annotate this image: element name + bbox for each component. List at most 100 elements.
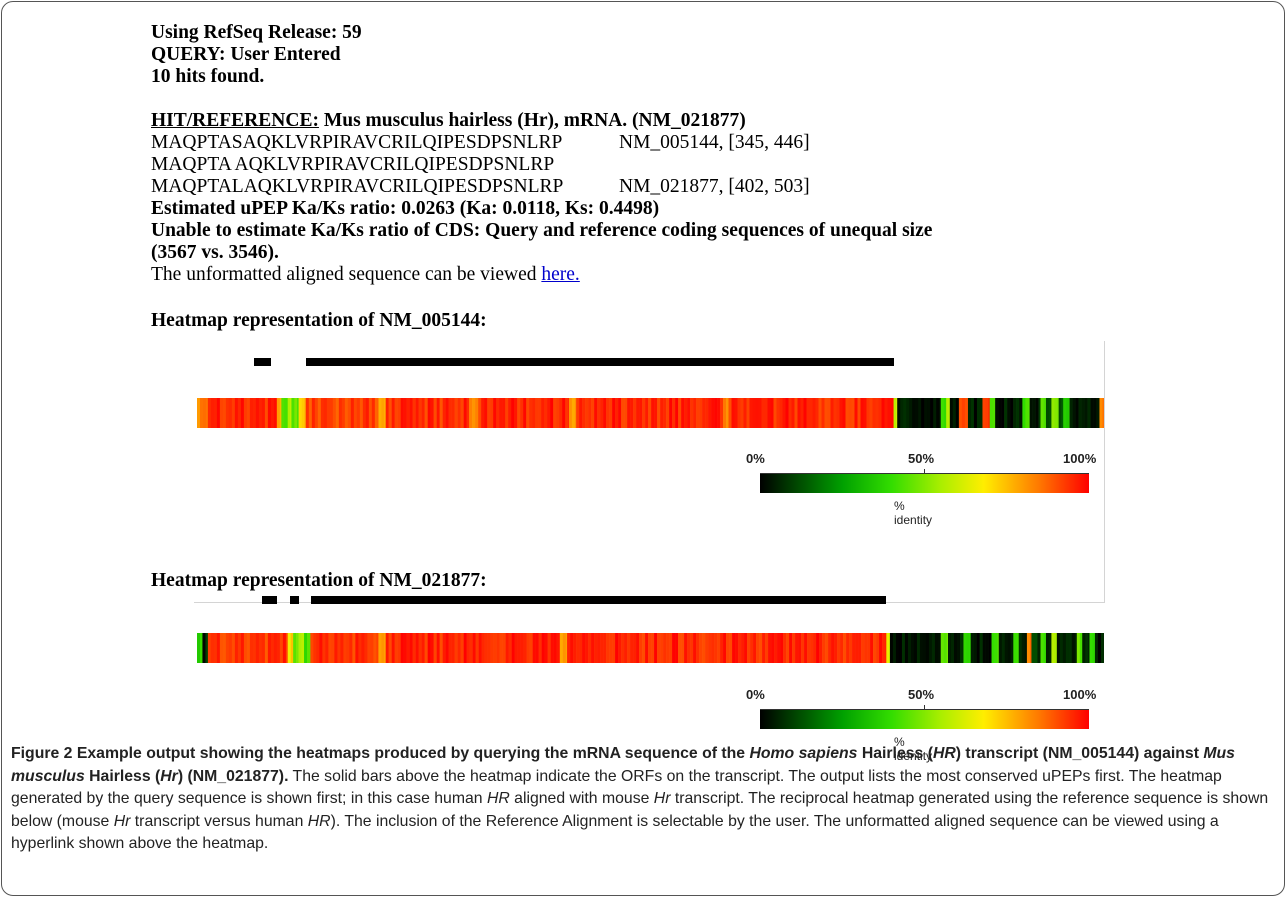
identity-segment (362, 398, 367, 428)
identity-segment (956, 633, 961, 663)
identity-segment (827, 398, 831, 428)
identity-segment (556, 633, 560, 663)
identity-segment (377, 398, 379, 428)
identity-segment (699, 633, 703, 663)
identity-segment (442, 398, 446, 428)
identity-segment (940, 633, 945, 663)
identity-segment (621, 398, 625, 428)
identity-segment (475, 398, 479, 428)
identity-segment (499, 633, 503, 663)
identity-segment (606, 398, 610, 428)
identity-segment (484, 398, 488, 428)
identity-segment (969, 633, 971, 663)
identity-segment (819, 633, 823, 663)
identity-segment (663, 398, 667, 428)
identity-segment (376, 633, 379, 663)
identity-segment (409, 633, 413, 663)
identity-segment (597, 398, 601, 428)
hit-reference-label: HIT/REFERENCE: (151, 110, 319, 131)
unformatted-sequence-link[interactable]: here. (541, 264, 580, 285)
identity-segment (1061, 398, 1064, 428)
reference-sequence-ref: NM_021877, [402, 503] (619, 176, 810, 197)
identity-segment (892, 633, 897, 663)
identity-segment (950, 633, 955, 663)
identity-segment (973, 398, 978, 428)
query-sequence-ref: NM_005144, [345, 446] (619, 132, 810, 153)
identity-segment (779, 398, 783, 428)
identity-segment (852, 633, 856, 663)
identity-segment (1078, 398, 1082, 428)
identity-segment (305, 398, 310, 428)
identity-segment (279, 633, 284, 663)
identity-segment (912, 398, 916, 428)
identity-segment (1051, 398, 1055, 428)
identity-segment (255, 633, 260, 663)
identity-segment (949, 398, 954, 428)
identity-segment (565, 398, 569, 428)
identity-segment (1013, 633, 1017, 663)
identity-segment (618, 398, 622, 428)
hit-reference-title: HIT/REFERENCE: Mus musculus hairless (Hr… (151, 111, 746, 131)
identity-segment (1076, 633, 1081, 663)
identity-segment (240, 633, 245, 663)
identity-segment (347, 398, 352, 428)
identity-segment (1035, 398, 1039, 428)
identity-segment (822, 633, 826, 663)
identity-segment (493, 398, 497, 428)
identity-segment (672, 398, 676, 428)
identity-segment (582, 398, 586, 428)
legend-caption: % identity (894, 499, 933, 527)
legend-axis (760, 473, 1089, 474)
identity-segment (352, 633, 356, 663)
identity-segment (931, 633, 936, 663)
identity-segment (270, 633, 275, 663)
identity-segment (216, 633, 221, 663)
identity-segment (550, 398, 554, 428)
identity-segment (439, 398, 443, 428)
identity-segment (213, 398, 218, 428)
identity-segment (570, 633, 574, 663)
identity-segment (448, 398, 452, 428)
identity-segment (1096, 398, 1100, 428)
identity-segment (594, 398, 598, 428)
identity-segment (1084, 398, 1088, 428)
identity-segment (355, 633, 359, 663)
identity-segment (1092, 633, 1096, 663)
identity-segment (848, 398, 852, 428)
identity-segment (544, 633, 548, 663)
identity-segment (1057, 398, 1059, 428)
identity-segment (335, 398, 340, 428)
identity-segment (544, 398, 548, 428)
identity-segment (514, 633, 518, 663)
identity-segment (412, 398, 416, 428)
identity-segment (1054, 398, 1058, 428)
identity-segment (609, 398, 613, 428)
query-label: QUERY: User Entered (151, 44, 341, 65)
identity-segment (833, 398, 837, 428)
identity-segment (900, 398, 904, 428)
identity-segment (463, 398, 467, 428)
identity-segment (873, 633, 877, 663)
identity-segment (591, 398, 595, 428)
identity-segment (723, 398, 727, 428)
identity-segment (535, 398, 539, 428)
identity-segment (612, 633, 616, 663)
identity-segment (849, 633, 853, 663)
cds-kaks-sizes: (3567 vs. 3546). (151, 242, 279, 263)
identity-segment (884, 398, 888, 428)
identity-segment (699, 398, 703, 428)
identity-segment (579, 633, 583, 663)
identity-segment (359, 398, 364, 428)
identity-segment (889, 633, 891, 663)
identity-segment (922, 633, 927, 663)
identity-segment (771, 633, 775, 663)
caption-title-text: Hairless ( (84, 767, 161, 785)
identity-segment (384, 633, 386, 663)
identity-segment (388, 633, 392, 663)
identity-segment (731, 398, 735, 428)
unformatted-sequence-text: The unformatted aligned sequence can be … (151, 264, 542, 285)
identity-segment (836, 398, 840, 428)
orf-bar (311, 596, 887, 604)
identity-segment (197, 633, 201, 663)
identity-segment (786, 633, 790, 663)
